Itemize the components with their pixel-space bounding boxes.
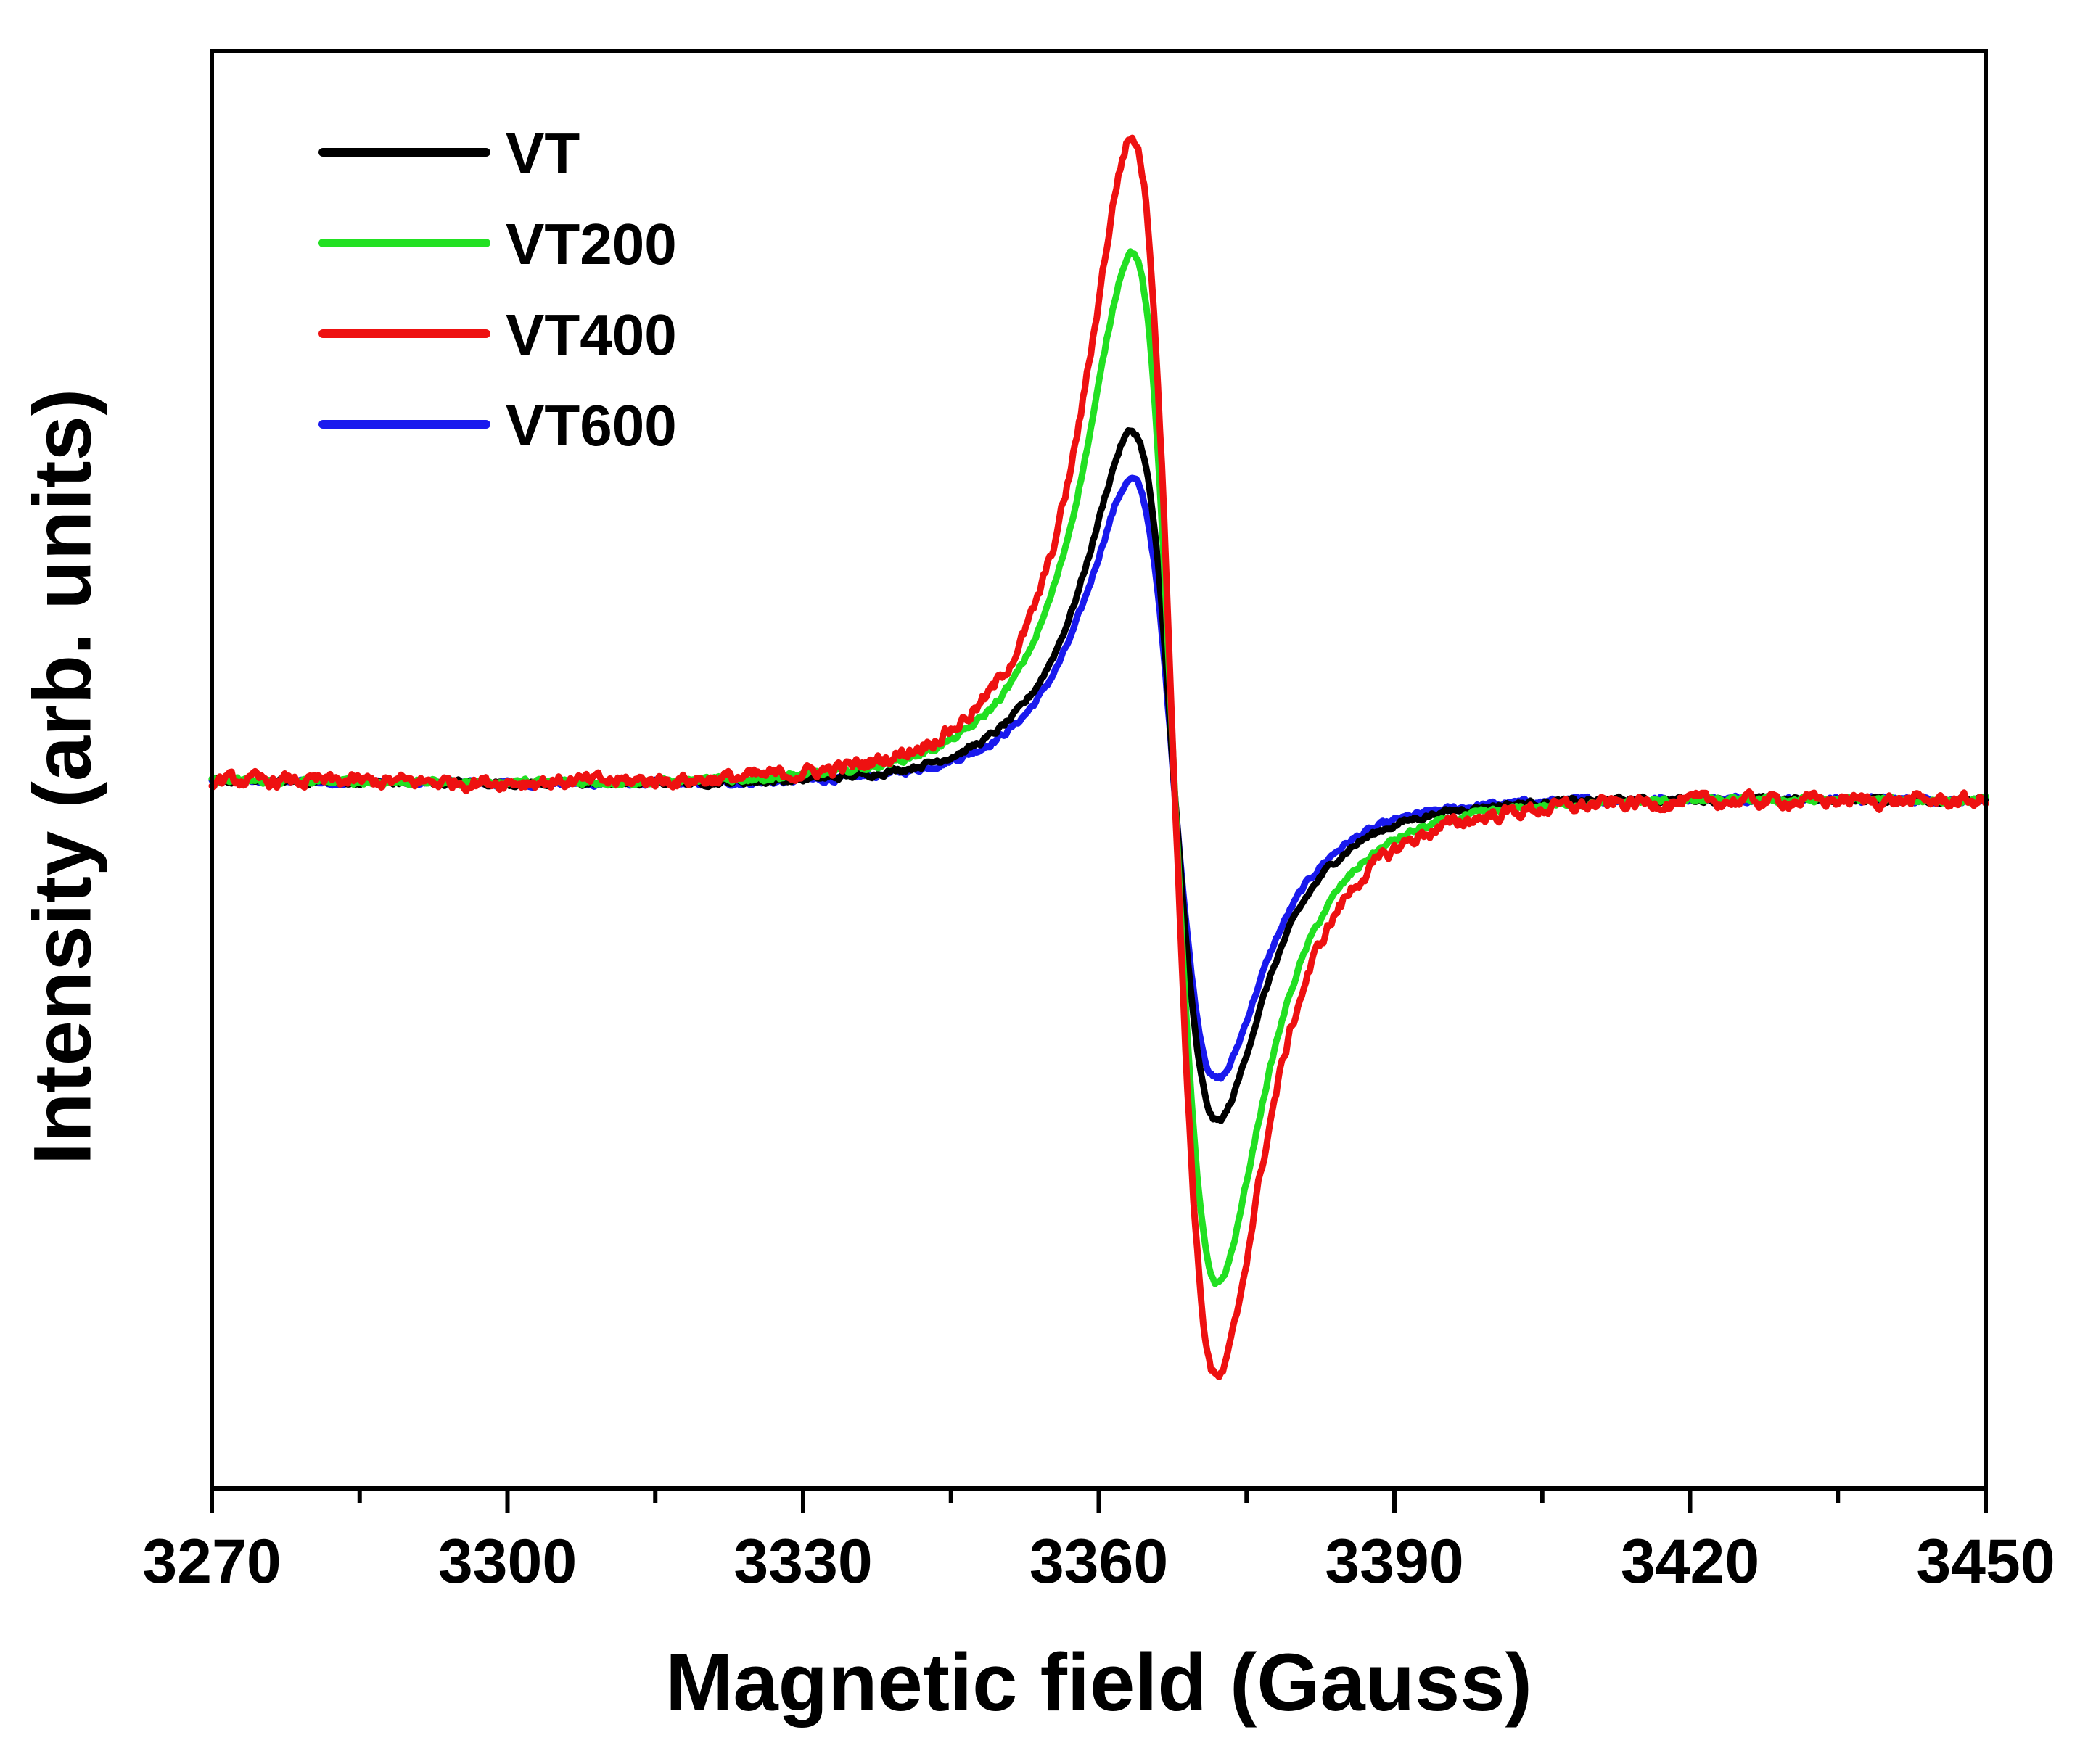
series-line-vt [208,427,1989,1124]
legend-item-vt: VT [318,121,580,186]
legend-label: VT200 [506,212,677,276]
x-axis-ticks: 3270 3300 3330 3360 3390 3420 3450 [142,1488,2055,1596]
series-layer [208,134,1989,1380]
legend-item-vt400: VT400 [318,302,677,367]
x-tick-label: 3330 [733,1527,872,1596]
series-line-vt200 [208,248,1989,1287]
plot-frame [210,49,1988,1491]
series-line-vt400 [208,134,1989,1380]
legend-item-vt600: VT600 [318,393,677,458]
y-axis-title: Intensity (arb. units) [17,389,108,1165]
legend-item-vt200: VT200 [318,212,677,276]
legend-label: VT600 [506,393,677,458]
x-axis-title: Magnetic field (Gauss) [665,1637,1532,1728]
x-tick-label: 3300 [438,1527,577,1596]
x-tick-label: 3390 [1325,1527,1463,1596]
legend: VT VT200 VT400 VT600 [318,121,677,458]
legend-label: VT [506,121,580,186]
x-tick-label: 3420 [1621,1527,1759,1596]
legend-label: VT400 [506,302,677,367]
x-tick-label: 3270 [142,1527,281,1596]
x-tick-label: 3450 [1916,1527,2055,1596]
x-tick-label: 3360 [1029,1527,1168,1596]
